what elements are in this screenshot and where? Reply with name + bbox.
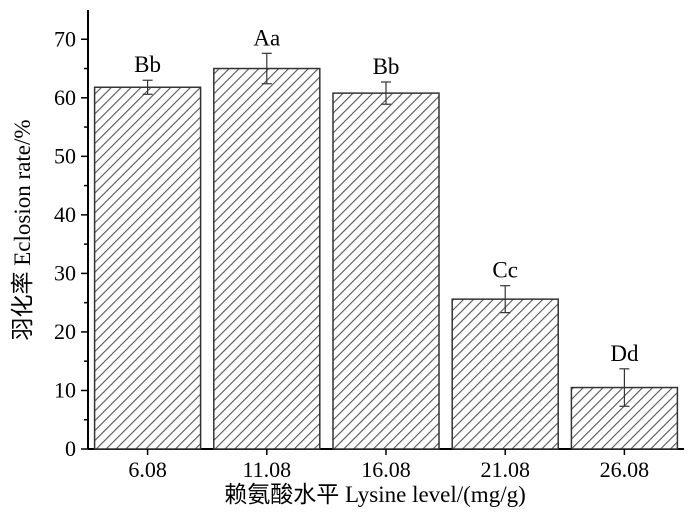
significance-label: Cc [492,258,518,283]
bar [213,67,321,450]
y-tick-label: 20 [54,319,76,344]
y-axis-title: 羽化率 Eclosion rate/% [10,119,35,340]
x-tick-label: 11.08 [242,457,291,482]
y-tick-label: 70 [54,26,76,51]
bar [570,386,679,450]
x-tick-label: 21.08 [480,457,530,482]
x-axis-title: 赖氨酸水平 Lysine level/(mg/g) [224,482,526,507]
y-tick-label: 0 [65,436,76,461]
bar [332,92,440,450]
bar [93,86,202,450]
y-tick-label: 10 [54,377,76,402]
bar [451,298,559,450]
significance-label: Dd [610,341,639,366]
y-tick-label: 60 [54,85,76,110]
y-tick-label: 40 [54,202,76,227]
significance-label: Aa [253,25,280,50]
x-tick-label: 16.08 [361,457,411,482]
y-tick-label: 50 [54,143,76,168]
significance-label: Bb [134,52,161,77]
x-tick-label: 6.08 [128,457,167,482]
y-tick-label: 30 [54,260,76,285]
significance-label: Bb [373,54,400,79]
plot-area: 0 10 20 30 40 50 60 70 Bb 6.08 Aa 11.08 Bb 16.08 Cc 21.… [54,10,684,482]
x-tick-label: 26.08 [600,457,650,482]
